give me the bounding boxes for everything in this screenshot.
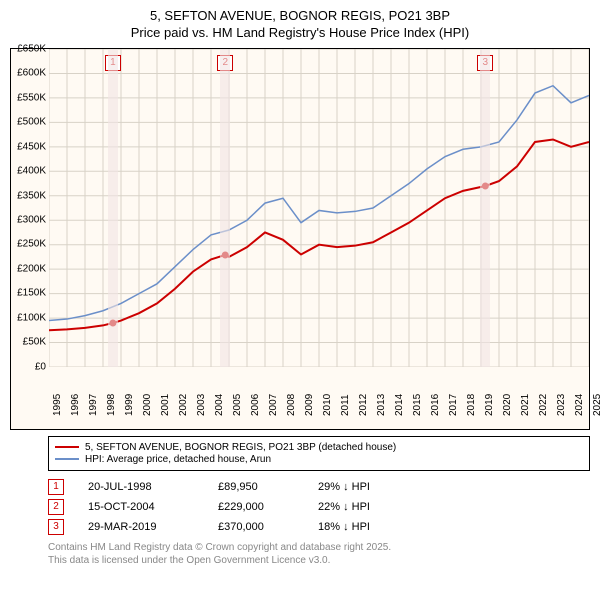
x-tick-label: 2000 [142,394,153,416]
x-tick-label: 2017 [448,394,459,416]
x-tick-label: 2002 [178,394,189,416]
x-tick-label: 2003 [196,394,207,416]
y-tick-label: £100K [12,312,46,323]
sales-table: 120-JUL-1998£89,95029% ↓ HPI 215-OCT-2004… [48,479,590,535]
x-tick-label: 2018 [466,394,477,416]
table-row: 215-OCT-2004£229,00022% ↓ HPI [48,499,590,515]
y-tick-label: £600K [12,68,46,79]
x-tick-label: 2011 [340,394,351,416]
chart-svg [49,49,589,367]
row-marker: 2 [48,499,88,515]
row-pct: 18% ↓ HPI [318,521,428,533]
legend-label: 5, SEFTON AVENUE, BOGNOR REGIS, PO21 3BP… [85,442,396,453]
title-line-2: Price paid vs. HM Land Registry's House … [10,25,590,42]
footer-line-1: Contains HM Land Registry data © Crown c… [48,541,590,554]
x-tick-label: 2007 [268,394,279,416]
y-tick-label: £150K [12,288,46,299]
table-row: 329-MAR-2019£370,00018% ↓ HPI [48,519,590,535]
y-tick-label: £350K [12,190,46,201]
x-tick-label: 1999 [124,394,135,416]
chart-container: 5, SEFTON AVENUE, BOGNOR REGIS, PO21 3BP… [0,0,600,573]
x-tick-label: 2024 [574,394,585,416]
row-date: 29-MAR-2019 [88,521,218,533]
x-tick-label: 2021 [520,394,531,416]
row-pct: 29% ↓ HPI [318,481,428,493]
x-tick-label: 2023 [556,394,567,416]
y-tick-label: £200K [12,263,46,274]
legend-swatch [55,458,79,460]
x-tick-label: 2005 [232,394,243,416]
x-tick-label: 2010 [322,394,333,416]
y-tick-label: £300K [12,215,46,226]
y-tick-label: £500K [12,117,46,128]
y-tick-label: £50K [12,337,46,348]
x-tick-label: 1996 [70,394,81,416]
attribution: Contains HM Land Registry data © Crown c… [48,541,590,567]
x-tick-label: 1997 [88,394,99,416]
chart-box: £0 £50K £100K £150K £200K £250K £300K £350K £400… [10,48,590,430]
x-tick-label: 1995 [52,394,63,416]
y-tick-label: £400K [12,166,46,177]
sale-band [480,49,490,367]
x-tick-label: 2025 [592,394,600,416]
row-marker: 3 [48,519,88,535]
x-tick-label: 2008 [286,394,297,416]
x-tick-label: 1998 [106,394,117,416]
y-tick-label: £450K [12,141,46,152]
plot-area: £0£50K£100K£150K£200K£250K£300K£350K£400… [49,49,589,367]
row-date: 20-JUL-1998 [88,481,218,493]
legend-item: 5, SEFTON AVENUE, BOGNOR REGIS, PO21 3BP… [55,442,583,453]
row-price: £89,950 [218,481,318,493]
x-tick-label: 2009 [304,394,315,416]
legend-label: HPI: Average price, detached house, Arun [85,454,271,465]
x-tick-label: 2019 [484,394,495,416]
x-tick-label: 2014 [394,394,405,416]
y-tick-label: £0 [12,361,46,372]
row-date: 15-OCT-2004 [88,501,218,513]
row-pct: 22% ↓ HPI [318,501,428,513]
row-marker: 1 [48,479,88,495]
x-tick-label: 2013 [376,394,387,416]
x-tick-label: 2022 [538,394,549,416]
y-tick-label: £550K [12,92,46,103]
sale-band [108,49,118,367]
y-tick-label: £250K [12,239,46,250]
chart-title: 5, SEFTON AVENUE, BOGNOR REGIS, PO21 3BP… [10,8,590,42]
x-tick-label: 2001 [160,394,171,416]
x-tick-label: 2015 [412,394,423,416]
x-tick-label: 2012 [358,394,369,416]
table-row: 120-JUL-1998£89,95029% ↓ HPI [48,479,590,495]
x-tick-label: 2020 [502,394,513,416]
y-tick-label: £650K [12,43,46,54]
title-line-1: 5, SEFTON AVENUE, BOGNOR REGIS, PO21 3BP [10,8,590,25]
x-tick-label: 2004 [214,394,225,416]
footer-line-2: This data is licensed under the Open Gov… [48,554,590,567]
sale-band [220,49,230,367]
x-tick-label: 2016 [430,394,441,416]
legend: 5, SEFTON AVENUE, BOGNOR REGIS, PO21 3BP… [48,436,590,471]
row-price: £229,000 [218,501,318,513]
legend-swatch [55,446,79,448]
legend-item: HPI: Average price, detached house, Arun [55,454,583,465]
x-tick-label: 2006 [250,394,261,416]
row-price: £370,000 [218,521,318,533]
